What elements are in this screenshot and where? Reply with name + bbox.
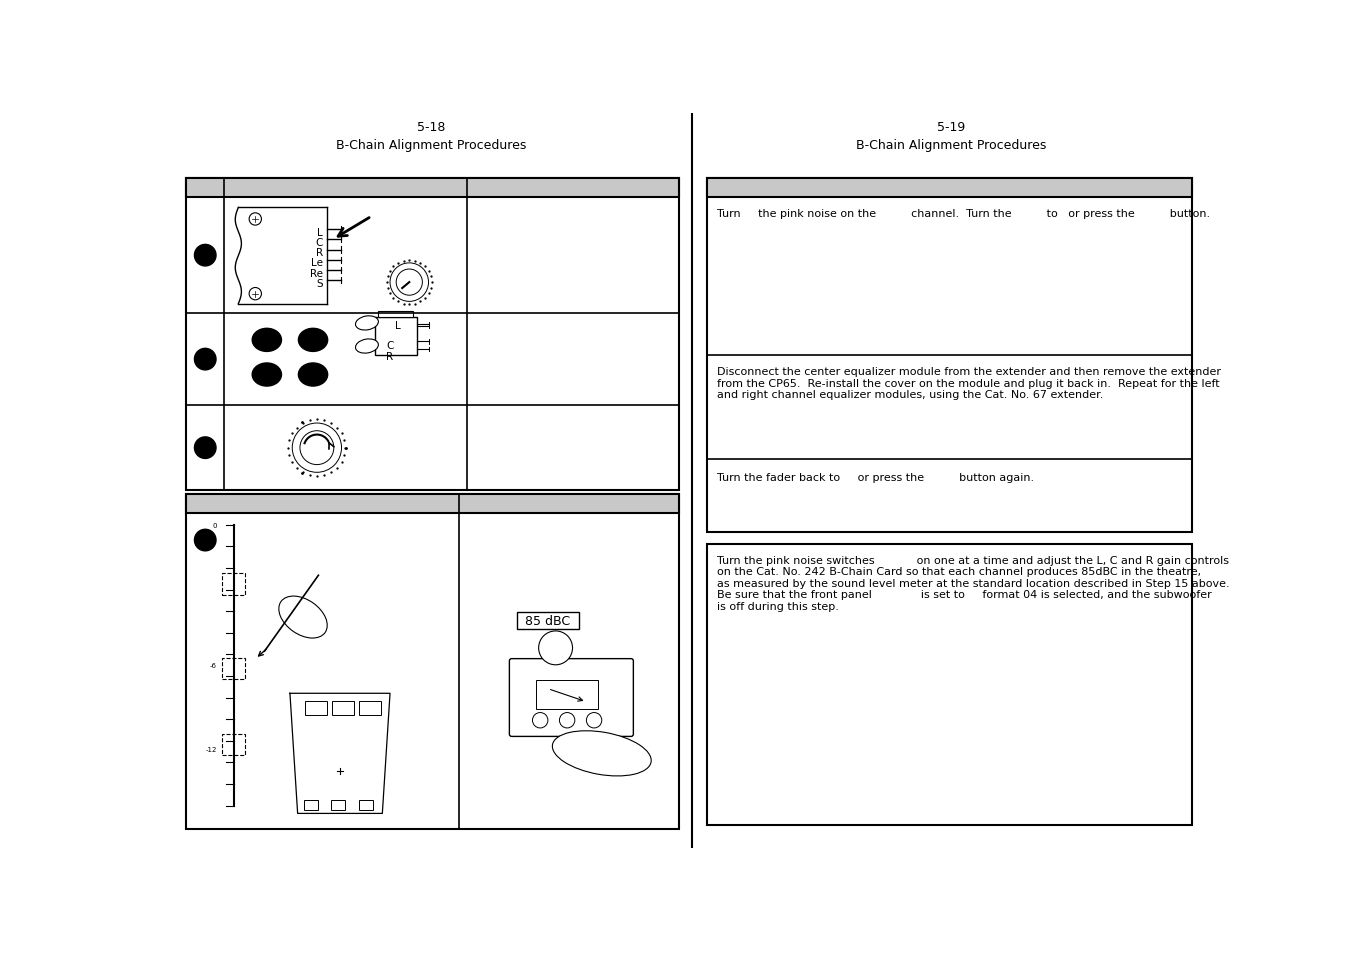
Bar [707,179,1192,198]
Text: from the CP65.  Re-install the cover on the module and plug it back in.  Repeat : from the CP65. Re-install the cover on t… [717,378,1219,388]
Text: S: S [316,278,323,289]
Text: -6: -6 [209,662,217,668]
Bar [332,701,354,715]
Bar [186,495,679,514]
Circle shape [250,213,262,226]
Text: B-Chain Alignment Procedures: B-Chain Alignment Procedures [336,139,526,152]
Bar [186,179,679,198]
FancyBboxPatch shape [509,659,633,737]
Ellipse shape [252,364,281,387]
Bar [517,612,579,629]
Bar [223,574,246,596]
Text: 85 dBC: 85 dBC [525,614,571,627]
Circle shape [292,423,342,473]
Text: is off during this step.: is off during this step. [717,601,838,611]
Ellipse shape [552,731,651,776]
Ellipse shape [279,597,327,639]
Text: C: C [316,237,323,248]
Text: L: L [317,228,323,237]
Ellipse shape [252,329,281,352]
Circle shape [194,349,216,371]
Bar [305,701,327,715]
Bar [359,800,373,810]
Text: Turn the fader back to     or press the          button again.: Turn the fader back to or press the butt… [717,472,1034,482]
Circle shape [250,288,262,300]
Ellipse shape [355,316,378,331]
Ellipse shape [355,339,378,354]
Ellipse shape [298,329,328,352]
Circle shape [539,631,572,665]
Circle shape [586,713,602,728]
Text: and right channel equalizer modules, using the Cat. No. 67 extender.: and right channel equalizer modules, usi… [717,390,1103,399]
Circle shape [390,264,428,302]
Bar [331,800,344,810]
Bar [223,658,246,679]
Circle shape [194,530,216,551]
Circle shape [194,245,216,267]
Circle shape [559,713,575,728]
Text: Disconnect the center equalizer module from the extender and then remove the ext: Disconnect the center equalizer module f… [717,367,1220,376]
Text: as measured by the sound level meter at the standard location described in Step : as measured by the sound level meter at … [717,578,1228,588]
Text: Be sure that the front panel              is set to     format 04 is selected, a: Be sure that the front panel is set to f… [717,590,1211,599]
Text: C: C [386,340,394,351]
Bar [707,544,1192,825]
Text: on the Cat. No. 242 B-Chain Card so that each channel produces 85dBC in the thea: on the Cat. No. 242 B-Chain Card so that… [717,567,1200,577]
Text: 5-19: 5-19 [937,121,965,134]
Text: Le: Le [310,258,323,268]
Bar [186,495,679,829]
Circle shape [532,713,548,728]
Bar [223,734,246,756]
Ellipse shape [298,364,328,387]
Text: B-Chain Alignment Procedures: B-Chain Alignment Procedures [856,139,1046,152]
Circle shape [396,270,423,295]
Text: R: R [316,248,323,258]
Bar [304,800,317,810]
Circle shape [194,437,216,459]
Bar [707,179,1192,533]
Bar [186,179,679,491]
Bar [375,317,417,355]
Text: 0: 0 [212,522,217,528]
Text: 5-18: 5-18 [417,121,446,134]
Text: Turn     the pink noise on the          channel.  Turn the          to   or pres: Turn the pink noise on the channel. Turn… [717,209,1210,219]
Text: L: L [396,320,401,331]
Text: Turn the pink noise switches            on one at a time and adjust the L, C and: Turn the pink noise switches on one at a… [717,555,1228,565]
Text: R: R [386,352,393,361]
Text: -12: -12 [205,746,217,753]
Bar [359,701,381,715]
Bar [536,680,598,710]
Bar [378,312,413,317]
Text: Re: Re [310,269,323,278]
Circle shape [300,432,333,465]
